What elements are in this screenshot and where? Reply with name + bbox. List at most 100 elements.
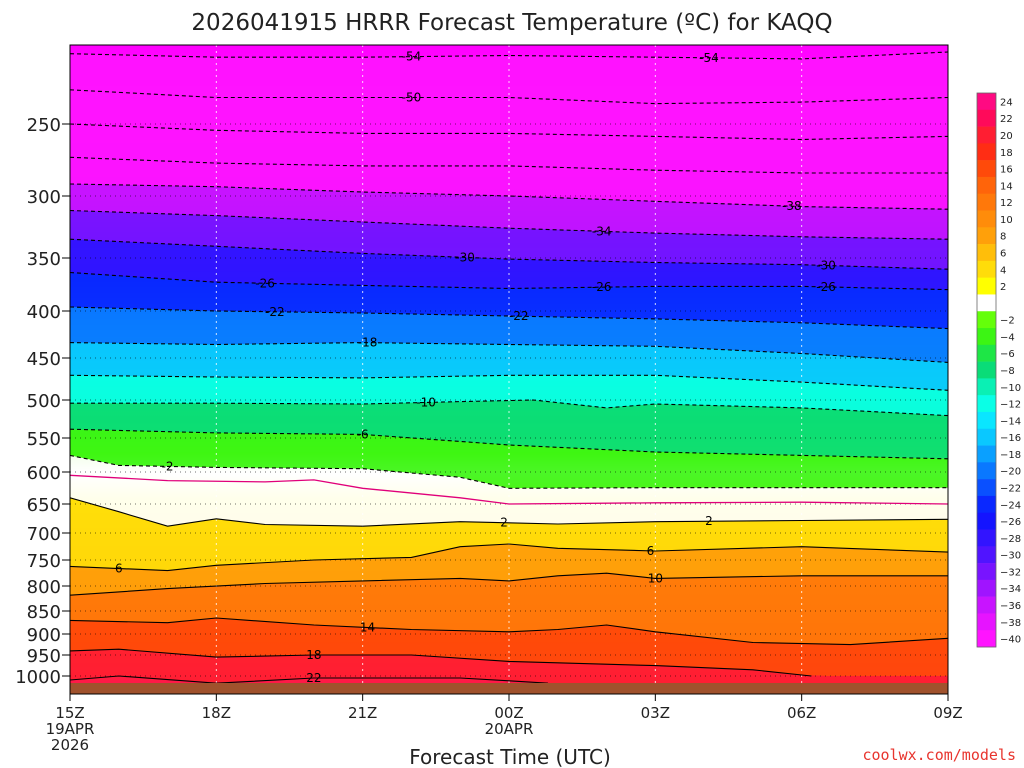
colorbar-swatch [977, 596, 996, 614]
x-tick-label: 09Z [933, 704, 962, 722]
colorbar-label: −34 [1000, 584, 1021, 595]
colorbar-swatch [977, 529, 996, 547]
colorbar-swatch [977, 395, 996, 413]
y-tick-label: 300 [27, 187, 61, 208]
credit-text: coolwx.com/models [862, 746, 1016, 764]
isotherm-label: -22 [509, 309, 529, 323]
colorbar: 24 22 20 18 16 14 12 10 8 6 4 2 −2 −4 −6 −8 −10 −12 −14 −16… [976, 92, 1021, 648]
isotherm-line [70, 617, 948, 646]
isotherm-label: -10 [416, 395, 436, 409]
temperature-band [70, 184, 948, 240]
y-tick-label: 800 [27, 577, 61, 598]
x-tick-label: 06Z [787, 704, 816, 722]
isotherm-line [70, 51, 948, 60]
colorbar-label: −14 [1000, 416, 1021, 427]
colorbar-label: −16 [1000, 433, 1021, 444]
colorbar-swatch [977, 512, 996, 530]
colorbar-label: −30 [1000, 551, 1021, 562]
isotherm-line [70, 374, 948, 391]
colorbar-swatch [977, 462, 996, 480]
colorbar-label: −26 [1000, 517, 1021, 528]
colorbar-label: −28 [1000, 534, 1021, 545]
isotherm-line [70, 675, 549, 684]
y-tick-label: 700 [27, 524, 61, 545]
isotherm-label: -18 [358, 336, 378, 350]
isotherm-line [70, 306, 948, 330]
y-tick-label: 600 [27, 463, 61, 484]
isotherm-label: -26 [816, 280, 836, 294]
isotherm-label: -26 [255, 276, 275, 290]
isotherm-label: 2 [705, 514, 713, 528]
isotherm-label: -30 [455, 250, 475, 264]
colorbar-swatch [977, 294, 996, 312]
x-tick-label: 18Z [202, 704, 231, 722]
isotherm-label: -38 [782, 199, 802, 213]
temperature-band [70, 497, 948, 571]
colorbar-label: −12 [1000, 400, 1021, 411]
isotherm-label: -2 [162, 459, 174, 473]
isotherm-lines: -54 -54-50-38-34-30-30-26 -26 -26-22 -22-18-… [70, 50, 948, 685]
isotherm-label: 2 [500, 516, 508, 530]
colorbar-label: −20 [1000, 467, 1021, 478]
isotherm-label: -30 [816, 258, 836, 272]
colorbar-swatch [977, 328, 996, 346]
x-tick-label: 21Z [348, 704, 377, 722]
y-tick-label: 250 [27, 115, 61, 136]
x-tick-label: 03Z [641, 704, 670, 722]
colorbar-label: 6 [1000, 248, 1006, 259]
colorbar-swatch [977, 428, 996, 446]
isotherm-line [70, 648, 812, 677]
isotherm-label: -6 [357, 427, 369, 441]
y-tick-label: 850 [27, 602, 61, 623]
colorbar-label: −32 [1000, 567, 1021, 578]
colorbar-swatch [977, 227, 996, 245]
colorbar-label: 20 [1000, 131, 1013, 142]
isotherm-label: 14 [360, 620, 375, 634]
colorbar-label: −38 [1000, 618, 1021, 629]
isotherm-label: 6 [647, 544, 655, 558]
temperature-band [70, 475, 948, 527]
isotherm-line [70, 342, 948, 363]
temperature-band [70, 210, 948, 270]
y-tick-label: 550 [27, 429, 61, 450]
colorbar-swatch [977, 546, 996, 564]
colorbar-swatch [977, 613, 996, 631]
colorbar-label: 4 [1000, 265, 1006, 276]
temperature-band [70, 649, 948, 684]
temperature-band [70, 573, 948, 645]
colorbar-frame [976, 92, 997, 648]
y-tick-label: 1000 [15, 667, 61, 688]
colorbar-swatch [977, 378, 996, 396]
x-tick-label: 2026 [51, 736, 89, 754]
colorbar-label: −8 [1000, 366, 1015, 377]
y-tick-label: 750 [27, 551, 61, 572]
colorbar-swatch [977, 260, 996, 278]
x-tick-label: 20APR [485, 720, 534, 738]
temperature-band [70, 89, 948, 140]
colorbar-swatch [977, 193, 996, 211]
colorbar-swatch [977, 126, 996, 144]
y-tick-label: 650 [27, 495, 61, 516]
colorbar-swatch [977, 630, 996, 648]
isotherm-label: -54 [402, 50, 422, 64]
isotherm-label: -50 [402, 91, 422, 105]
y-axis: 2503003504004505005506006507007508008509… [15, 115, 70, 688]
x-tick-label: 19APR [46, 720, 95, 738]
y-tick-label: 950 [27, 646, 61, 667]
colorbar-swatch [977, 277, 996, 295]
colorbar-label: 14 [1000, 181, 1013, 192]
colorbar-label: 18 [1000, 148, 1013, 159]
colorbar-swatch [977, 93, 996, 111]
y-tick-label: 500 [27, 391, 61, 412]
y-tick-label: 400 [27, 302, 61, 323]
isotherm-label: -22 [265, 305, 285, 319]
temperature-band [70, 455, 948, 504]
colorbar-label: 8 [1000, 232, 1006, 243]
colorbar-swatch [977, 143, 996, 161]
colorbar-label: −2 [1000, 316, 1015, 327]
temperature-band [70, 429, 948, 489]
plot-area: -54 -54-50-38-34-30-30-26 -26 -26-22 -22-18-… [69, 44, 949, 695]
colorbar-swatch [977, 109, 996, 127]
isotherm-label: -54 [699, 51, 719, 65]
